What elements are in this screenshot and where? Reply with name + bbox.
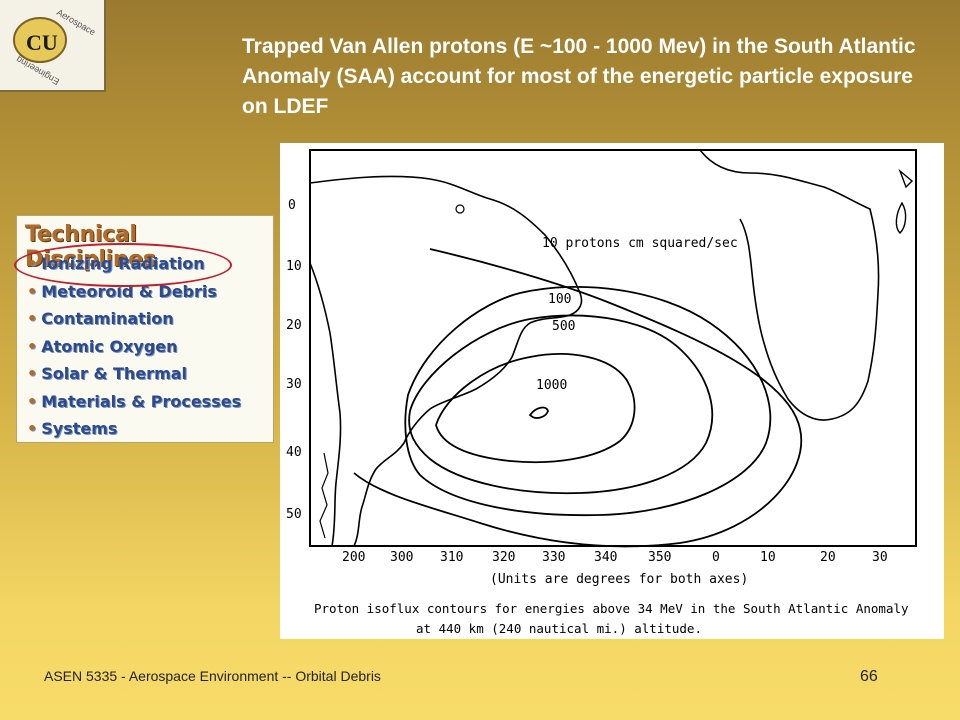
x-tick-label: 350 [648,550,671,565]
discipline-item: • Systems [27,415,241,443]
page-number: 66 [860,668,878,685]
coastline-chile-islands [319,452,329,539]
bullet-icon: • [27,364,38,383]
contour-100 [404,286,772,517]
contour-peak [528,406,549,419]
caption-line-1: Proton isoflux contours for energies abo… [314,601,909,616]
contour-500 [408,314,714,495]
bullet-icon: • [27,309,38,328]
y-tick-label: 20 [286,318,302,333]
saa-contour-map: 10 protons cm squared/sec 100 500 1000 0… [280,143,944,639]
logo-graphic: CU Aerospace Engineering [13,7,97,87]
highlight-circle [14,243,232,287]
y-tick-label: 50 [286,507,302,522]
contour-label-1000: 1000 [536,378,567,393]
coastline-madagascar [895,201,907,234]
coastline-south-america [309,175,583,547]
x-tick-label: 30 [872,550,888,565]
x-tick-label: 320 [492,550,515,565]
slide-title: Trapped Van Allen protons (E ~100 - 1000… [242,35,916,118]
footer-course-title: ASEN 5335 - Aerospace Environment -- Orb… [44,668,381,684]
discipline-label: Atomic Oxygen [41,336,178,356]
bullet-icon: • [27,281,38,301]
x-tick-label: 310 [440,550,463,565]
discipline-item: • Solar & Thermal [27,360,241,388]
discipline-item: • Meteoroid & Debris [27,278,241,306]
y-tick-label: 40 [286,445,302,460]
y-tick-label: 30 [286,377,302,392]
discipline-label: Materials & Processes [41,391,242,411]
x-tick-label: 10 [760,550,776,565]
bullet-icon: • [27,419,38,438]
map-frame [309,149,917,547]
discipline-item: • Contamination [27,305,241,333]
x-tick-label: 200 [342,550,365,565]
discipline-item: • Materials & Processes [27,388,241,416]
coastline-arabia-tip [898,168,914,189]
island-marker [455,204,465,214]
contour-label-100: 100 [548,292,571,307]
contour-label-500: 500 [552,319,575,334]
y-axis-ticks: 0 10 20 30 40 50 [286,198,302,522]
caption-line-2: at 440 km (240 nautical mi.) altitude. [416,621,702,636]
x-tick-label: 330 [542,550,565,565]
logo-monogram: CU [26,30,58,55]
contour-label-10: 10 protons cm squared/sec [542,236,738,251]
map-graphic: 10 protons cm squared/sec 100 500 1000 0… [286,149,917,636]
discipline-label: Systems [41,419,118,438]
x-tick-label: 0 [712,550,720,565]
bullet-icon: • [27,391,38,411]
discipline-label: Contamination [41,309,174,328]
coastline-africa [699,149,880,421]
y-tick-label: 10 [286,259,302,274]
bullet-icon: • [27,336,38,356]
contour-1000 [435,353,636,464]
x-tick-label: 340 [594,550,617,565]
discipline-item: • Atomic Oxygen [27,333,241,361]
x-tick-label: 300 [390,550,413,565]
cu-aerospace-logo: CU Aerospace Engineering [0,0,106,92]
discipline-label: Meteoroid & Debris [41,281,217,301]
coastline-andes-west [309,262,342,547]
x-tick-label: 20 [820,550,836,565]
y-tick-label: 0 [288,198,296,213]
x-axis-ticks: 200 300 310 320 330 340 350 0 10 20 30 [342,550,888,565]
contour-10 [353,248,803,548]
discipline-label: Solar & Thermal [41,364,188,383]
units-note: (Units are degrees for both axes) [490,572,748,587]
